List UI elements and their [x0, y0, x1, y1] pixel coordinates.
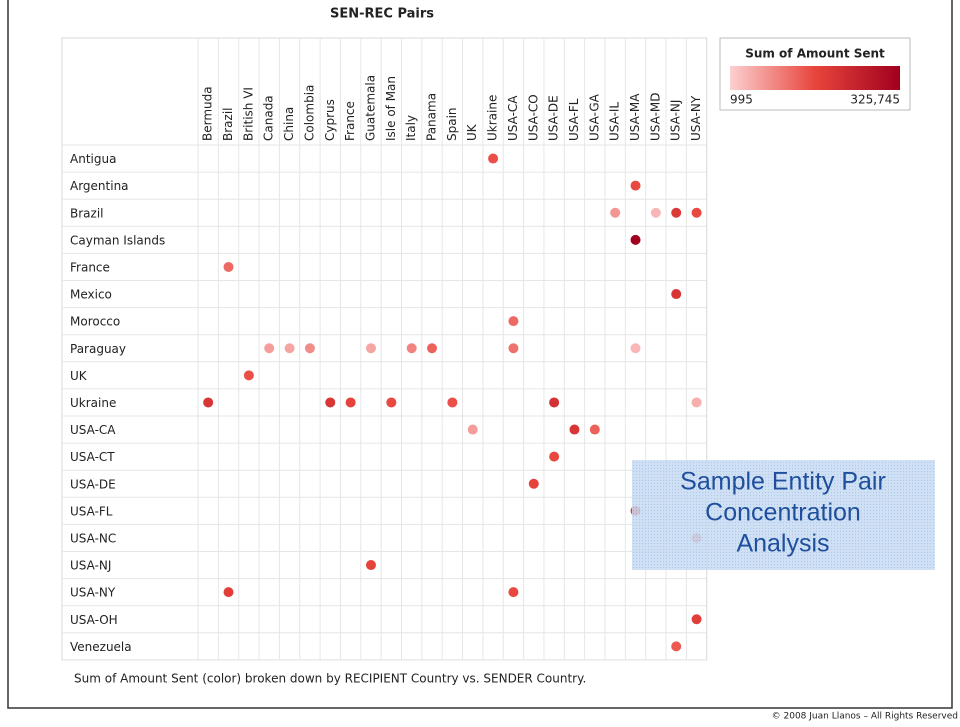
pair-dot	[243, 370, 254, 381]
pair-dot	[630, 234, 641, 245]
column-label: Canada	[262, 95, 276, 141]
column-label: British VI	[241, 87, 255, 141]
row-label: USA-OH	[70, 613, 118, 627]
row-label: USA-NY	[70, 586, 116, 600]
column-label: USA-DE	[547, 95, 561, 141]
row-label: USA-DE	[70, 477, 116, 491]
row-label: USA-FL	[70, 504, 113, 518]
pair-dot	[528, 478, 539, 489]
pair-dot	[284, 343, 295, 354]
pair-dot	[406, 343, 417, 354]
row-label: USA-NC	[70, 531, 116, 545]
row-label: Mexico	[70, 288, 112, 302]
pair-dot	[447, 397, 458, 408]
pair-dot	[650, 207, 661, 218]
column-label: USA-GA	[587, 93, 601, 141]
row-label: Antigua	[70, 152, 116, 166]
pair-dot	[589, 424, 600, 435]
row-label: USA-NJ	[70, 559, 111, 573]
pair-dot	[203, 397, 214, 408]
row-label: USA-CA	[70, 423, 116, 437]
column-label: USA-NJ	[669, 100, 683, 141]
column-label: Colombia	[302, 85, 316, 141]
pair-dot	[325, 397, 336, 408]
row-label: Ukraine	[70, 396, 116, 410]
column-label: UK	[465, 123, 479, 141]
row-label: Argentina	[70, 179, 129, 193]
pair-dot	[671, 641, 682, 652]
legend-range-label: 995	[730, 93, 753, 107]
row-label: Morocco	[70, 315, 120, 329]
pair-dot	[671, 289, 682, 300]
legend-ramp	[730, 66, 900, 90]
callout-text: Sample Entity Pair	[680, 468, 886, 496]
row-label: Paraguay	[70, 342, 126, 356]
pair-dot	[549, 451, 560, 462]
column-label: Ukraine	[486, 95, 500, 141]
pair-dot	[223, 587, 234, 598]
caption: Sum of Amount Sent (color) broken down b…	[74, 672, 586, 686]
column-label: Guatemala	[363, 75, 377, 141]
row-label: USA-CT	[70, 450, 115, 464]
row-label: Cayman Islands	[70, 233, 165, 247]
column-label: Isle of Man	[384, 76, 398, 141]
column-label: USA-IL	[608, 102, 622, 141]
pair-dot	[386, 397, 397, 408]
pair-dot	[223, 261, 234, 272]
column-label: USA-CA	[506, 95, 520, 141]
column-label: Spain	[445, 107, 459, 141]
column-label: USA-MD	[648, 93, 662, 142]
pair-dot	[691, 397, 702, 408]
legend-range-label: 325,745	[850, 93, 900, 107]
pair-dot	[691, 614, 702, 625]
column-label: Bermuda	[201, 86, 215, 141]
row-label: UK	[70, 369, 88, 383]
pair-dot	[365, 343, 376, 354]
column-label: Italy	[404, 115, 418, 141]
pair-dot	[671, 207, 682, 218]
pair-dot	[508, 587, 519, 598]
legend-title: Sum of Amount Sent	[745, 47, 885, 61]
row-label: Brazil	[70, 206, 104, 220]
pair-dot	[488, 153, 499, 164]
pair-dot	[508, 343, 519, 354]
pair-dot	[427, 343, 438, 354]
chart-title: SEN-REC Pairs	[330, 7, 434, 22]
column-label: Cyprus	[323, 99, 337, 141]
row-label: France	[70, 260, 110, 274]
row-label: Venezuela	[70, 640, 132, 654]
pair-dot	[508, 316, 519, 327]
pair-dot	[345, 397, 356, 408]
pair-dot	[630, 343, 641, 354]
pair-dot	[365, 560, 376, 571]
pair-dot	[467, 424, 478, 435]
column-label: USA-NY	[689, 95, 703, 141]
pair-dot	[630, 180, 641, 191]
callout-text: Analysis	[736, 530, 829, 558]
footer: © 2008 Juan Llanos – All Rights Reserved	[772, 712, 958, 722]
column-label: China	[282, 107, 296, 141]
pair-dot	[549, 397, 560, 408]
column-label: Brazil	[221, 108, 235, 142]
column-label: USA-FL	[567, 98, 581, 141]
callout-box	[632, 460, 935, 570]
pair-dot	[691, 207, 702, 218]
column-label: USA-CO	[526, 94, 540, 141]
column-label: France	[343, 101, 357, 141]
pair-dot	[610, 207, 621, 218]
column-label: Panama	[425, 93, 439, 141]
pair-dot	[304, 343, 315, 354]
pair-dot	[264, 343, 275, 354]
pair-dot	[569, 424, 580, 435]
column-label: USA-MA	[628, 93, 642, 141]
callout-text: Concentration	[705, 499, 861, 527]
slide-frame	[7, 0, 953, 709]
